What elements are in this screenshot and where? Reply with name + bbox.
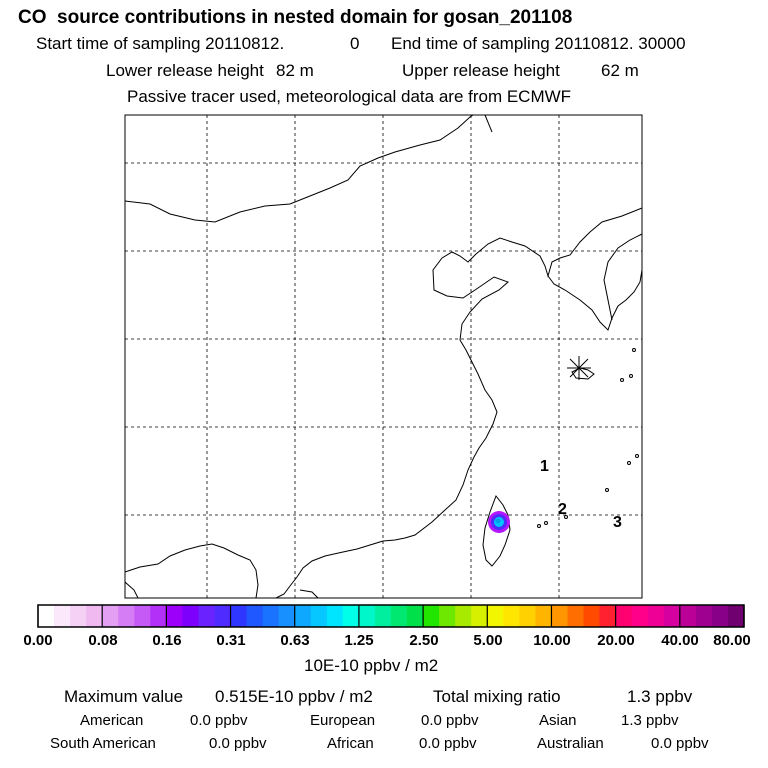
colorbar-swatch [599,605,617,627]
colorbar-swatch [423,605,440,627]
marker-label-1: 1 [540,458,549,475]
colorbar-swatch [647,605,665,627]
colorbar-swatch [262,605,280,627]
colorbar-swatch [230,605,248,627]
region-name: European [310,712,376,729]
coastlines [124,114,643,599]
marker-label-3: 3 [613,514,622,531]
colorbar-swatch [503,605,520,627]
colorbar-swatch [246,605,264,627]
upper-release-label: Upper release height [402,61,560,80]
colorbar-swatch [182,605,199,627]
colorbar-swatch [487,605,504,627]
lower-release-label: Lower release height [106,61,264,80]
colorbar-swatch [310,605,328,627]
colorbar-tick: 5.00 [473,632,503,649]
upper-release-value: 62 m [601,61,639,80]
total-mixing-value: 1.3 ppbv [627,687,693,706]
map-panel: 1 2 3 [124,114,643,599]
colorbar-tick: 1.25 [344,632,374,649]
colorbar-swatch [86,605,103,627]
colorbar-tick: 0.00 [23,632,53,649]
colorbar-swatch [342,605,360,627]
colorbar-swatch [471,605,488,627]
colorbar-swatch [198,605,215,627]
colorbar-swatch [711,605,729,627]
region-value: 0.0 ppbv [651,735,709,752]
region-value: 0.0 ppbv [190,712,248,729]
region-name: Asian [539,712,577,729]
colorbar-tick: 0.16 [152,632,182,649]
lower-release-value: 82 m [276,61,314,80]
colorbar-swatch [166,605,183,627]
colorbar-swatch [374,605,392,627]
colorbar-tick: 40.00 [661,632,699,649]
colorbar-swatch [102,605,119,627]
colorbar-swatch [118,605,135,627]
colorbar-swatch [278,605,296,627]
start-time-hour: 0 [350,34,360,53]
region-value: 1.3 ppbv [621,712,679,729]
colorbar-swatch [38,605,55,627]
colorbar-tick: 2.50 [409,632,439,649]
colorbar-swatch [54,605,71,627]
colorbar-swatch [439,605,456,627]
colorbar-swatch [535,605,552,627]
colorbar-swatch [679,605,697,627]
colorbar-swatch [407,605,424,627]
colorbar-swatch [583,605,601,627]
max-value-label: Maximum value [64,687,184,706]
colorbar-swatch [326,605,344,627]
region-name: Australian [537,735,604,752]
colorbar-tick: 10.00 [533,632,571,649]
colorbar-swatch [150,605,167,627]
end-time-label: End time of sampling 20110812. 30000 [391,34,686,53]
page-title: CO source contributions in nested domain… [18,7,573,28]
gosan-receptor-marker [567,356,591,380]
colorbar-tick: 80.00 [713,632,751,649]
tracer-plume [488,511,510,533]
region-name: South American [50,735,156,752]
colorbar-tick: 0.08 [88,632,118,649]
colorbar-tick: 0.63 [280,632,310,649]
colorbar-swatch [695,605,713,627]
region-value: 0.0 ppbv [421,712,479,729]
colorbar-swatch [663,605,681,627]
colorbar-swatch [727,605,745,627]
region-value: 0.0 ppbv [209,735,267,752]
map-frame [124,114,643,599]
total-mixing-label: Total mixing ratio [433,687,561,706]
colorbar-tick: 0.31 [216,632,246,649]
colorbar-swatch [70,605,87,627]
colorbar-unit: 10E-10 ppbv / m2 [304,656,439,675]
max-value: 0.515E-10 ppbv / m2 [215,687,373,706]
colorbar-swatch [391,605,408,627]
region-value: 0.0 ppbv [419,735,477,752]
colorbar-outline [37,604,745,628]
colorbar-tick: 20.00 [597,632,635,649]
colorbar-swatch [567,605,585,627]
colorbar-swatch [519,605,536,627]
colorbar-swatch [551,605,568,627]
marker-label-2: 2 [558,501,567,518]
colorbar-swatch [455,605,472,627]
colorbar [37,604,745,628]
colorbar-swatch [134,605,151,627]
colorbar-swatch [615,605,633,627]
colorbar-swatch [631,605,649,627]
region-name: African [327,735,374,752]
tracer-note: Passive tracer used, meteorological data… [127,87,572,106]
colorbar-swatch [294,605,312,627]
colorbar-swatch [214,605,232,627]
region-name: American [80,712,144,729]
grid-lines [125,115,642,598]
start-time-label: Start time of sampling 20110812. [36,34,285,53]
colorbar-swatch [358,605,376,627]
